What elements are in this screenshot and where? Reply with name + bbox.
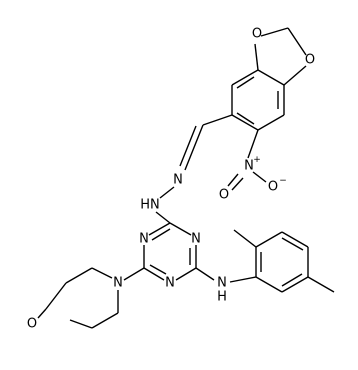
bond xyxy=(231,69,259,86)
bond xyxy=(184,124,204,171)
bond xyxy=(149,264,167,275)
bond xyxy=(307,276,335,293)
bond xyxy=(69,319,93,329)
bond xyxy=(233,229,257,248)
atom-label: O xyxy=(268,180,278,195)
bond xyxy=(229,276,257,283)
bond xyxy=(37,308,47,319)
bond xyxy=(283,65,307,86)
bond xyxy=(231,177,244,191)
bond xyxy=(45,282,67,310)
bond xyxy=(260,27,289,37)
atom-label: HN xyxy=(140,198,160,213)
bond xyxy=(281,237,304,251)
bond xyxy=(123,267,145,281)
charge-label: − xyxy=(279,176,287,186)
atom-label: H xyxy=(217,290,227,305)
atom-label: N xyxy=(165,276,175,291)
bond xyxy=(255,231,283,248)
bond xyxy=(179,125,197,167)
bond xyxy=(169,222,192,236)
charge-label: + xyxy=(253,155,261,165)
bond xyxy=(143,267,165,281)
atom-label: N xyxy=(139,232,149,247)
bond xyxy=(257,69,285,86)
bond xyxy=(257,114,285,131)
bond xyxy=(175,267,197,281)
atom-label: N xyxy=(173,173,183,188)
atom-label: O xyxy=(219,188,229,203)
atom-label: N xyxy=(191,232,201,247)
bond xyxy=(281,273,303,287)
atom-label: N xyxy=(217,276,227,291)
atom-labels: O O N + O O − N HN N N N N O N H xyxy=(27,27,315,332)
bond xyxy=(91,267,113,279)
bond xyxy=(148,222,171,236)
bond xyxy=(236,112,255,125)
bond xyxy=(231,114,259,131)
atom-label: N xyxy=(244,159,254,174)
bond xyxy=(281,231,309,248)
bond xyxy=(65,267,93,284)
bond xyxy=(151,228,171,241)
atom-label: O xyxy=(252,27,262,42)
bond xyxy=(202,114,233,126)
atom-label: O xyxy=(27,317,37,332)
bond xyxy=(281,276,309,293)
atom-label: N xyxy=(113,276,123,291)
bond xyxy=(247,129,259,159)
bond xyxy=(252,171,267,183)
bond xyxy=(227,173,239,187)
bond xyxy=(91,312,119,329)
bond xyxy=(255,276,283,293)
bonds xyxy=(37,27,335,329)
bond xyxy=(159,186,175,199)
atom-label: O xyxy=(305,53,315,68)
bond xyxy=(195,267,215,281)
bond xyxy=(236,76,255,89)
bond xyxy=(254,43,259,71)
bond xyxy=(155,211,171,224)
bond xyxy=(287,27,307,56)
